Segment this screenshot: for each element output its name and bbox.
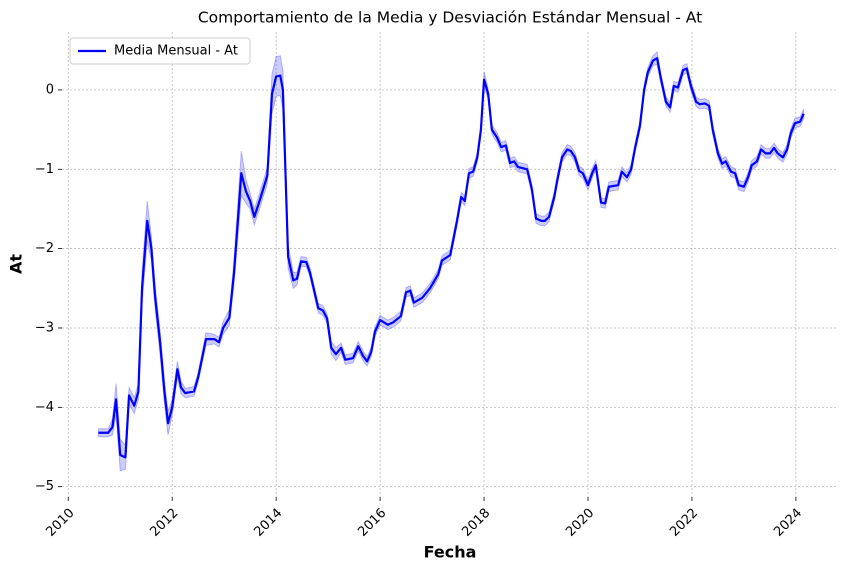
legend-label: Media Mensual - At <box>114 44 238 59</box>
y-tick-label: −2 <box>35 241 54 256</box>
x-axis-label: Fecha <box>424 543 477 562</box>
y-axis-label: At <box>7 254 26 274</box>
x-tick-label: 2014 <box>251 506 285 540</box>
y-tick-label: −3 <box>35 320 54 335</box>
x-tick-label: 2022 <box>667 506 701 540</box>
x-tick-label: 2024 <box>771 506 805 540</box>
y-tick-label: −5 <box>35 479 54 494</box>
std-band <box>97 50 805 472</box>
legend: Media Mensual - At <box>69 37 251 65</box>
x-tick-label: 2010 <box>44 506 78 540</box>
chart-title: Comportamiento de la Media y Desviación … <box>198 9 702 27</box>
x-tick-label: 2018 <box>459 506 493 540</box>
mean-line <box>98 57 805 459</box>
y-tick-label: 0 <box>46 82 54 97</box>
x-tick-label: 2016 <box>355 506 389 540</box>
x-tick-label: 2020 <box>563 506 597 540</box>
y-tick-label: −1 <box>35 162 54 177</box>
y-tick-label: −4 <box>35 400 54 415</box>
legend-box <box>69 37 251 65</box>
x-tick-label: 2012 <box>147 506 181 540</box>
